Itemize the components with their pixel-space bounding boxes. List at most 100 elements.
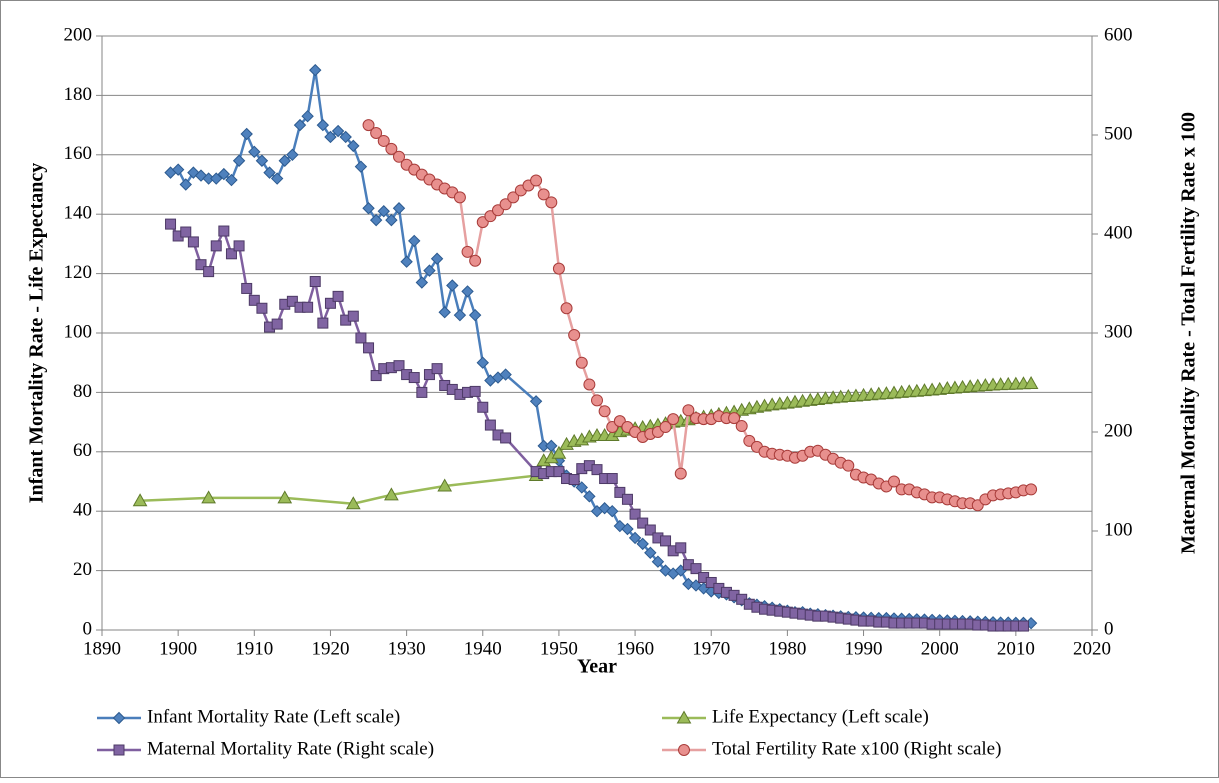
triangle-marker xyxy=(551,445,567,459)
square-marker xyxy=(568,474,580,486)
circle-marker xyxy=(370,127,383,140)
y-tick-label: 120 xyxy=(64,262,93,283)
square-marker xyxy=(256,302,268,314)
diamond-marker xyxy=(628,531,642,545)
square-marker xyxy=(629,508,641,520)
diamond-marker xyxy=(400,255,413,268)
diamond-marker xyxy=(453,308,467,322)
square-marker xyxy=(431,363,443,375)
y-tick-label: 200 xyxy=(64,24,93,45)
y-tick-label: 40 xyxy=(73,500,92,521)
legend-label: Total Fertility Rate x100 (Right scale) xyxy=(712,738,1001,759)
diamond-marker xyxy=(316,118,330,132)
legend-label: Life Expectancy (Left scale) xyxy=(712,706,929,727)
circle-marker xyxy=(667,413,680,426)
x-tick-label: 2000 xyxy=(921,638,959,659)
y2-tick-label: 300 xyxy=(1104,321,1133,342)
square-marker xyxy=(621,493,633,505)
square-marker xyxy=(286,295,298,307)
x-tick-label: 1910 xyxy=(235,638,273,659)
diamond-marker xyxy=(293,118,307,132)
triangle-marker xyxy=(277,490,293,504)
square-marker xyxy=(218,225,230,237)
y2-tick-label: 500 xyxy=(1104,123,1133,144)
square-marker xyxy=(317,317,329,329)
diamond-marker xyxy=(112,711,126,725)
triangle-marker xyxy=(384,487,399,501)
circle-marker xyxy=(453,191,466,204)
diamond-marker xyxy=(644,546,657,559)
diamond-marker xyxy=(248,145,261,159)
square-marker xyxy=(477,401,489,413)
diamond-marker xyxy=(240,127,253,141)
square-marker xyxy=(553,466,565,478)
circle-marker xyxy=(1025,483,1038,496)
square-marker xyxy=(241,282,253,294)
y-axis-title: Infant Mortality Rate - Life Expectancy xyxy=(26,163,48,504)
diamond-marker xyxy=(331,124,345,138)
square-marker xyxy=(113,744,125,756)
circle-marker xyxy=(591,394,603,407)
square-marker xyxy=(248,294,260,306)
square-marker xyxy=(408,372,420,384)
circle-marker xyxy=(499,198,512,211)
y-tick-label: 180 xyxy=(64,84,93,105)
square-marker xyxy=(233,240,245,252)
x-tick-label: 1960 xyxy=(616,638,654,659)
diamond-marker xyxy=(461,285,474,298)
diamond-marker xyxy=(377,205,390,218)
diamond-marker xyxy=(179,178,192,191)
square-marker xyxy=(271,318,283,330)
square-marker xyxy=(393,360,405,372)
square-marker xyxy=(355,332,367,344)
square-marker xyxy=(309,276,321,288)
diamond-marker xyxy=(217,167,231,181)
diamond-marker xyxy=(278,154,291,167)
diamond-marker xyxy=(438,306,451,319)
legend-label: Infant Mortality Rate (Left scale) xyxy=(147,706,400,727)
circle-marker xyxy=(545,196,558,209)
circle-marker xyxy=(735,420,748,433)
y2-tick-label: 400 xyxy=(1104,222,1133,243)
triangle-marker xyxy=(345,496,361,510)
circle-marker xyxy=(568,328,581,341)
x-tick-label: 1970 xyxy=(692,638,730,659)
diamond-marker xyxy=(263,166,276,179)
square-marker xyxy=(203,266,215,278)
x-tick-label: 1900 xyxy=(159,638,197,659)
square-marker xyxy=(347,310,359,322)
circle-marker xyxy=(461,245,474,258)
circle-marker xyxy=(842,459,855,472)
square-marker xyxy=(484,419,496,431)
diamond-marker xyxy=(286,148,299,162)
diamond-marker xyxy=(309,63,322,77)
square-marker xyxy=(370,370,382,382)
diamond-marker xyxy=(621,522,634,536)
diamond-marker xyxy=(606,504,619,518)
triangle-marker xyxy=(132,493,148,507)
x-axis-title: Year xyxy=(577,656,617,678)
diamond-marker xyxy=(171,163,185,176)
circle-marker xyxy=(507,191,520,204)
square-marker xyxy=(614,486,626,498)
diamond-marker xyxy=(636,537,649,551)
square-marker xyxy=(637,517,649,529)
diamond-marker xyxy=(446,279,459,292)
circle-marker xyxy=(530,174,543,187)
square-marker xyxy=(591,464,603,476)
square-marker xyxy=(187,236,199,248)
square-marker xyxy=(500,432,512,444)
diamond-marker xyxy=(324,130,337,144)
square-marker xyxy=(690,563,702,575)
y-tick-label: 20 xyxy=(73,559,92,580)
diamond-marker xyxy=(347,139,360,153)
square-marker xyxy=(705,576,717,588)
x-tick-label: 2020 xyxy=(1073,638,1111,659)
diamond-marker xyxy=(301,109,314,123)
square-marker xyxy=(416,386,428,398)
diamond-marker xyxy=(362,202,375,215)
square-marker xyxy=(1017,620,1029,632)
x-tick-label: 1980 xyxy=(768,638,806,659)
diamond-marker xyxy=(468,308,482,322)
